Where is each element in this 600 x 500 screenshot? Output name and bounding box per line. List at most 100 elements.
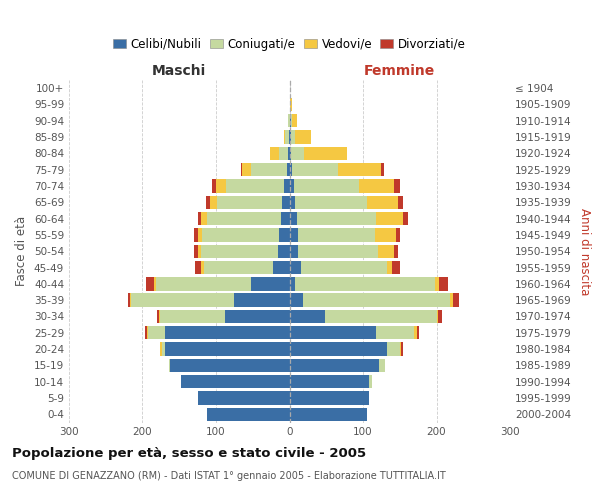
- Bar: [376, 212, 403, 226]
- Bar: [338, 163, 380, 176]
- Y-axis label: Fasce di età: Fasce di età: [16, 216, 28, 286]
- Bar: [290, 196, 295, 209]
- Bar: [290, 180, 294, 192]
- Bar: [160, 310, 225, 323]
- Bar: [386, 342, 400, 356]
- Bar: [202, 228, 279, 241]
- Bar: [170, 358, 290, 372]
- Bar: [452, 294, 458, 307]
- Bar: [194, 244, 197, 258]
- Bar: [130, 294, 131, 307]
- Bar: [392, 261, 400, 274]
- Bar: [200, 244, 278, 258]
- Bar: [147, 326, 148, 340]
- Bar: [287, 163, 290, 176]
- Bar: [197, 244, 200, 258]
- Bar: [288, 146, 290, 160]
- Bar: [271, 146, 279, 160]
- Bar: [241, 163, 242, 176]
- Bar: [290, 408, 367, 421]
- Bar: [291, 114, 292, 128]
- Bar: [161, 342, 164, 356]
- Bar: [226, 180, 284, 192]
- Bar: [197, 212, 202, 226]
- Bar: [154, 277, 156, 290]
- Bar: [251, 163, 287, 176]
- Bar: [284, 180, 290, 192]
- Bar: [251, 277, 290, 290]
- Bar: [394, 180, 400, 192]
- Bar: [369, 375, 372, 388]
- Bar: [435, 277, 439, 290]
- Bar: [292, 114, 297, 128]
- Text: Femmine: Femmine: [364, 64, 436, 78]
- Bar: [242, 163, 251, 176]
- Bar: [291, 146, 304, 160]
- Bar: [207, 212, 281, 226]
- Bar: [282, 196, 290, 209]
- Bar: [401, 342, 403, 356]
- Bar: [207, 408, 290, 421]
- Bar: [145, 326, 147, 340]
- Bar: [386, 261, 392, 274]
- Bar: [164, 342, 290, 356]
- Bar: [279, 228, 290, 241]
- Bar: [210, 196, 217, 209]
- Bar: [290, 310, 325, 323]
- Bar: [225, 310, 290, 323]
- Bar: [148, 326, 164, 340]
- Bar: [212, 180, 216, 192]
- Bar: [217, 196, 282, 209]
- Bar: [304, 146, 347, 160]
- Bar: [156, 277, 251, 290]
- Bar: [394, 244, 398, 258]
- Text: COMUNE DI GENAZZANO (RM) - Dati ISTAT 1° gennaio 2005 - Elaborazione TUTTITALIA.: COMUNE DI GENAZZANO (RM) - Dati ISTAT 1°…: [12, 471, 446, 481]
- Bar: [298, 228, 376, 241]
- Bar: [290, 146, 291, 160]
- Bar: [290, 358, 379, 372]
- Bar: [325, 310, 437, 323]
- Bar: [131, 294, 235, 307]
- Bar: [290, 212, 297, 226]
- Bar: [437, 310, 438, 323]
- Bar: [197, 228, 202, 241]
- Bar: [295, 130, 311, 144]
- Bar: [169, 358, 170, 372]
- Bar: [450, 294, 452, 307]
- Bar: [274, 261, 290, 274]
- Bar: [289, 130, 290, 144]
- Bar: [290, 277, 295, 290]
- Bar: [290, 294, 303, 307]
- Bar: [196, 261, 202, 274]
- Bar: [146, 277, 154, 290]
- Bar: [290, 375, 369, 388]
- Bar: [400, 342, 401, 356]
- Bar: [367, 196, 398, 209]
- Bar: [128, 294, 130, 307]
- Text: Popolazione per età, sesso e stato civile - 2005: Popolazione per età, sesso e stato civil…: [12, 448, 366, 460]
- Bar: [298, 244, 378, 258]
- Bar: [284, 130, 285, 144]
- Bar: [279, 146, 288, 160]
- Bar: [290, 326, 376, 340]
- Bar: [418, 326, 419, 340]
- Bar: [439, 277, 448, 290]
- Bar: [295, 277, 435, 290]
- Bar: [203, 261, 274, 274]
- Bar: [380, 163, 385, 176]
- Bar: [438, 310, 442, 323]
- Bar: [288, 114, 290, 128]
- Bar: [376, 326, 415, 340]
- Bar: [294, 180, 359, 192]
- Bar: [285, 130, 289, 144]
- Bar: [379, 358, 385, 372]
- Bar: [376, 228, 396, 241]
- Bar: [290, 114, 291, 128]
- Bar: [158, 310, 160, 323]
- Bar: [202, 212, 207, 226]
- Bar: [297, 212, 376, 226]
- Bar: [295, 196, 367, 209]
- Bar: [292, 163, 338, 176]
- Bar: [290, 228, 298, 241]
- Bar: [164, 326, 290, 340]
